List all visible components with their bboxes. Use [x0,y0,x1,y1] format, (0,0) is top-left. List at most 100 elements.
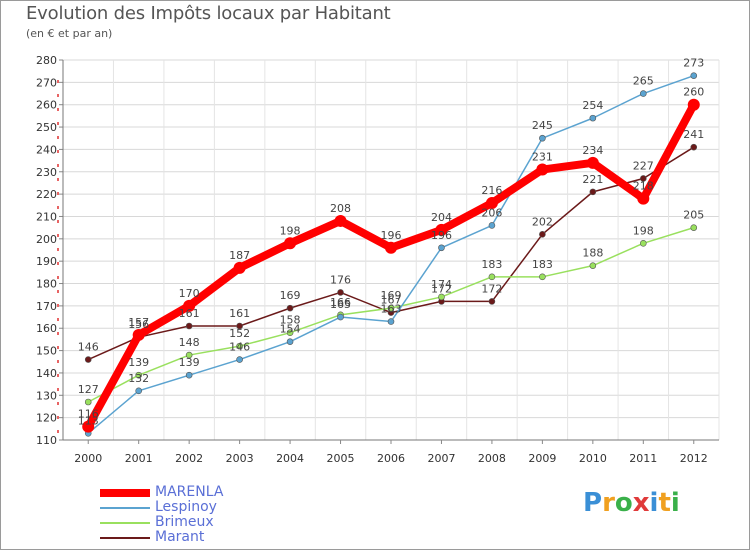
data-label-marant: 221 [582,173,603,186]
y-tick-label: 130 [36,389,57,402]
data-label-brimeux: 166 [330,296,351,309]
data-point-marenla [536,163,549,176]
data-point-lespinoy [337,313,344,321]
x-tick-label: 2001 [125,452,153,465]
data-label-marenla: 187 [229,249,250,262]
data-point-lespinoy [135,387,142,395]
x-tick-label: 2011 [629,452,657,465]
x-tick-label: 2002 [175,452,203,465]
data-point-lespinoy [185,371,193,379]
data-label-marenla: 204 [431,211,452,224]
legend-swatch-marenla [100,489,150,497]
chart-subtitle: (en € et par an) [26,27,113,40]
data-label-brimeux: 205 [683,209,704,222]
logo-letter: o [614,488,633,518]
y-tick-label: 200 [36,233,57,246]
data-label-marenla: 170 [179,287,200,300]
x-tick-label: 2006 [377,452,405,465]
data-label-marant: 176 [330,273,351,286]
logo-letter: P [583,488,603,518]
y-tick-label: 260 [36,99,57,112]
data-point-lespinoy [690,72,698,79]
data-label-marenla: 157 [128,316,149,329]
data-label-lespinoy: 132 [128,372,149,385]
data-point-marenla [385,241,397,254]
data-label-marenla: 218 [633,180,654,193]
legend-swatch-marant [100,537,150,539]
y-tick-label: 150 [36,345,57,358]
data-label-brimeux: 183 [481,258,502,271]
data-point-lespinoy [539,134,546,142]
x-tick-label: 2012 [680,452,708,465]
data-label-marenla: 216 [481,184,502,197]
legend-swatch-brimeux [100,522,150,524]
data-label-marant: 172 [431,282,452,295]
data-point-marenla [334,214,347,227]
y-tick-label: 210 [36,210,57,223]
data-label-marant: 161 [179,307,200,320]
data-label-lespinoy: 146 [229,341,250,354]
x-tick-label: 2000 [74,452,102,465]
logo-letter: x [632,488,650,518]
legend-label-marenla: MARENLA [155,484,224,500]
data-point-brimeux [640,239,647,247]
data-point-marant [488,298,496,305]
data-label-brimeux: 139 [128,356,149,369]
data-label-marenla: 196 [381,229,402,242]
data-label-lespinoy: 163 [381,303,402,316]
x-tick-label: 2004 [276,452,304,465]
data-point-brimeux [488,273,496,281]
data-point-brimeux [539,273,546,281]
data-point-marenla [586,156,599,169]
y-tick-label: 110 [36,434,57,447]
data-point-marant [337,289,344,296]
data-label-lespinoy: 265 [633,75,654,88]
data-point-marenla [183,299,196,312]
data-point-marenla [233,261,246,274]
data-label-brimeux: 148 [179,336,200,349]
data-label-marant: 227 [633,159,654,172]
data-label-marant: 161 [229,307,250,320]
y-tick-label: 270 [36,76,57,89]
data-point-brimeux [84,398,92,406]
data-point-brimeux [185,351,193,359]
data-point-marenla [435,223,448,236]
data-point-marant [286,304,294,312]
data-point-marenla [637,192,650,205]
data-point-lespinoy [387,318,395,325]
data-point-marant [690,143,698,151]
proxiti-logo: Proxiti [583,488,680,518]
data-point-marant [539,231,546,238]
data-point-marant [185,322,193,330]
data-label-marant: 169 [280,289,301,302]
data-point-marenla [82,420,95,433]
data-label-lespinoy: 273 [683,57,704,70]
data-point-marant [640,175,647,182]
logo-letter: r [602,488,615,518]
legend-label-lespinoy: Lespinoy [155,499,217,515]
data-point-lespinoy [438,244,445,252]
logo-letter: i [649,488,659,518]
data-label-marant: 156 [128,318,149,331]
data-label-brimeux: 198 [633,224,654,237]
y-tick-label: 230 [36,166,57,179]
x-tick-label: 2005 [327,452,355,465]
data-label-marant: 241 [683,128,704,141]
data-point-brimeux [387,304,395,312]
data-label-marant: 202 [532,215,553,228]
data-point-lespinoy [589,114,597,122]
data-point-marenla [132,328,145,341]
data-label-brimeux: 183 [532,258,553,271]
x-tick-label: 2009 [528,452,556,465]
y-tick-label: 180 [36,278,57,291]
data-label-marenla: 208 [330,202,351,215]
logo-letter: t [658,488,671,518]
data-label-brimeux: 188 [582,247,603,260]
x-tick-label: 2008 [478,452,506,465]
data-label-brimeux: 158 [280,314,301,327]
data-label-lespinoy: 113 [78,414,99,427]
data-label-brimeux: 127 [78,383,99,396]
data-point-brimeux [286,329,294,337]
data-label-brimeux: 169 [381,289,402,302]
